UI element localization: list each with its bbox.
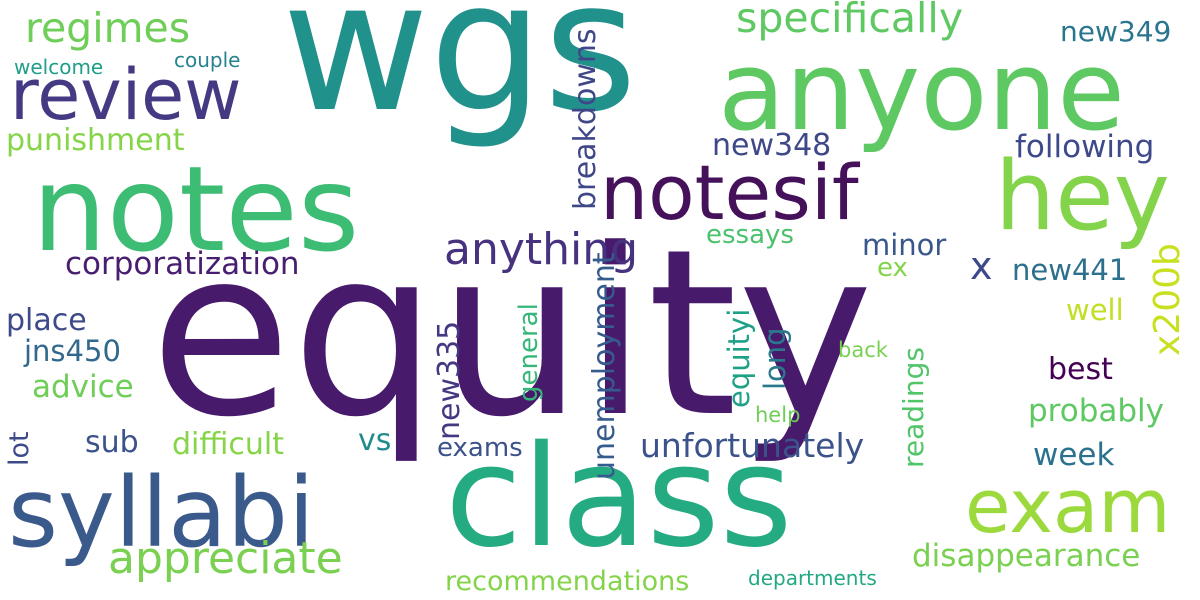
word-notes: notes xyxy=(32,140,360,278)
word-specifically: specifically xyxy=(736,0,964,42)
word-regimes: regimes xyxy=(25,4,191,52)
word-x: x xyxy=(970,244,993,288)
word-punishment: punishment xyxy=(6,123,185,158)
word-exams: exams xyxy=(437,433,523,463)
word-breakdowns: breakdowns xyxy=(568,28,603,210)
word-hey: hey xyxy=(995,142,1170,252)
word-minor: minor xyxy=(862,228,947,262)
word-following: following xyxy=(1015,129,1155,165)
word-new349: new349 xyxy=(1060,15,1172,48)
word-difficult: difficult xyxy=(172,427,284,462)
word-disappearance: disappearance xyxy=(912,538,1141,574)
word-x200b: x200b xyxy=(1147,243,1188,356)
word-lot: lot xyxy=(4,431,35,466)
word-back: back xyxy=(838,338,888,362)
word-appreciate: appreciate xyxy=(108,533,343,584)
word-help: help xyxy=(755,403,801,427)
word-sub: sub xyxy=(85,425,139,460)
word-essays: essays xyxy=(706,220,794,250)
word-review: review xyxy=(10,54,242,136)
word-long: long xyxy=(758,327,792,390)
word-equityi: equityi xyxy=(722,308,756,408)
word-equity: equity xyxy=(150,201,874,468)
word-best: best xyxy=(1048,352,1113,387)
word-exam: exam xyxy=(965,464,1171,550)
word-departments: departments xyxy=(748,566,877,590)
word-new335: new335 xyxy=(432,320,467,440)
word-recommendations: recommendations xyxy=(445,566,690,597)
word-notesif: notesif xyxy=(600,148,859,237)
word-anyone: anyone xyxy=(718,27,1125,155)
word-couple: couple xyxy=(174,48,241,72)
word-readings: readings xyxy=(897,347,930,468)
word-corporatization: corporatization xyxy=(65,246,300,282)
word-general: general xyxy=(514,303,544,402)
word-anything: anything xyxy=(444,224,639,275)
word-syllabi: syllabi xyxy=(8,457,315,569)
word-unfortunately: unfortunately xyxy=(640,426,865,465)
word-class: class xyxy=(445,416,793,579)
word-welcome: welcome xyxy=(14,55,104,79)
word-wgs: wgs xyxy=(282,0,638,152)
word-advice: advice xyxy=(32,369,134,405)
word-place: place xyxy=(6,303,87,338)
word-ex: ex xyxy=(877,253,908,283)
word-vs: vs xyxy=(358,423,392,458)
word-new348: new348 xyxy=(712,128,832,163)
word-week: week xyxy=(1033,437,1115,473)
word-unemployment: unemployment xyxy=(587,252,622,480)
word-well: well xyxy=(1066,293,1124,327)
word-new441: new441 xyxy=(1012,253,1128,287)
word-jns450: jns450 xyxy=(24,334,121,368)
word-probably: probably xyxy=(1028,393,1165,429)
